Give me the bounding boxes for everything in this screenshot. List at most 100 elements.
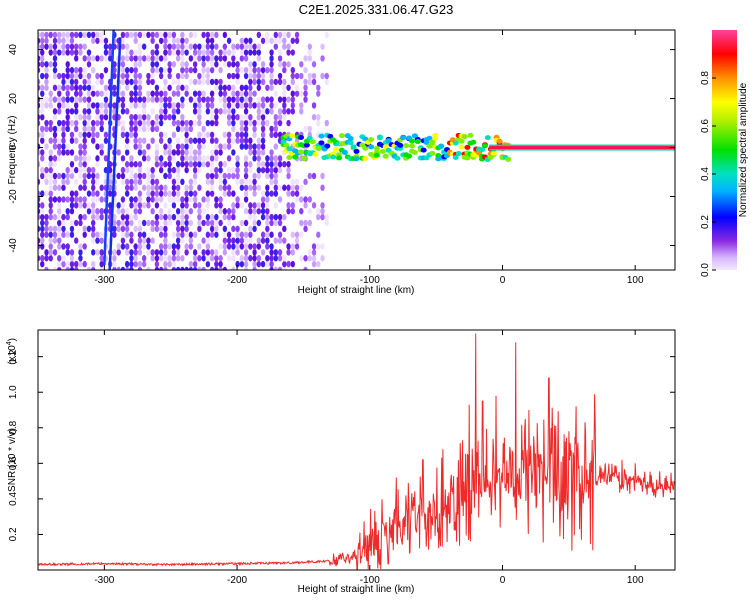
spectrogram-cell bbox=[78, 149, 83, 156]
spectrogram-cell bbox=[192, 249, 198, 256]
spectrogram-cell bbox=[362, 155, 369, 161]
spectrogram-cell bbox=[205, 172, 211, 180]
spectrogram-cell bbox=[290, 102, 295, 109]
spectrogram-cell bbox=[260, 113, 266, 121]
spectrogram-cell bbox=[158, 255, 164, 262]
spectrogram-cell bbox=[273, 202, 279, 209]
spectrogram-cell bbox=[52, 61, 58, 68]
spectrogram-cell bbox=[180, 202, 185, 209]
spectrogram-cell bbox=[239, 119, 245, 127]
spectrogram-y-tick-label: 0 bbox=[8, 144, 19, 150]
spectrogram-cell bbox=[65, 43, 70, 50]
spectrogram-cell bbox=[116, 266, 121, 270]
spectrogram-cell bbox=[248, 184, 253, 191]
spectrogram-cell bbox=[243, 43, 249, 50]
spectrogram-cell bbox=[74, 108, 79, 115]
spectrogram-cell bbox=[124, 31, 130, 39]
spectrogram-cell bbox=[141, 108, 147, 115]
spectrogram-cell bbox=[163, 260, 168, 268]
spectrogram-cell bbox=[282, 255, 287, 262]
spectrogram-cell bbox=[320, 43, 325, 50]
spectrogram-cell bbox=[239, 260, 245, 268]
spectrogram-cell bbox=[82, 213, 87, 221]
spectrogram-cell bbox=[265, 184, 270, 191]
spectrogram-cell bbox=[52, 249, 58, 256]
spectrogram-cell bbox=[464, 144, 471, 150]
spectrogram-cell bbox=[209, 61, 215, 68]
spectrogram-cell bbox=[192, 90, 198, 97]
spectrogram-cell bbox=[95, 190, 100, 197]
spectrogram-cell bbox=[180, 237, 185, 244]
spectrogram-cell bbox=[44, 72, 49, 80]
spectrogram-cell bbox=[239, 55, 245, 62]
spectrogram-cell bbox=[260, 237, 266, 244]
spectrogram-cell bbox=[112, 108, 117, 115]
spectrogram-cell bbox=[78, 66, 83, 74]
spectrogram-cell bbox=[40, 155, 45, 162]
spectrogram-cell bbox=[129, 55, 134, 62]
spectrogram-cell bbox=[188, 125, 194, 133]
spectrogram-cell bbox=[188, 96, 194, 103]
spectrogram-cell bbox=[218, 161, 223, 168]
spectrogram-cell bbox=[260, 208, 266, 215]
spectrogram-cell bbox=[137, 196, 143, 203]
spectrogram-cell bbox=[239, 178, 245, 186]
spectrogram-cell bbox=[218, 55, 223, 62]
spectrogram-cell bbox=[394, 155, 401, 161]
spectrogram-cell bbox=[52, 178, 58, 186]
spectrogram-cell bbox=[205, 178, 211, 186]
spectrogram-cell bbox=[184, 155, 189, 162]
spectrogram-cell bbox=[248, 202, 253, 209]
spectrogram-cell bbox=[188, 43, 194, 50]
spectrogram-cell bbox=[286, 249, 291, 256]
spectrogram-cell bbox=[256, 96, 262, 103]
spectrogram-cell bbox=[133, 119, 138, 127]
spectrogram-cell bbox=[44, 43, 49, 50]
spectrogram-cell bbox=[103, 49, 109, 56]
spectrogram-cell bbox=[277, 119, 283, 127]
spectrogram-cell bbox=[52, 225, 58, 233]
spectrogram-cell bbox=[91, 119, 96, 127]
spectrogram-cell bbox=[180, 213, 185, 221]
spectrogram-cell bbox=[218, 178, 223, 186]
spectrogram-cell bbox=[239, 143, 245, 150]
spectrogram-cell bbox=[252, 78, 257, 86]
spectrogram-cell bbox=[124, 131, 130, 139]
spectrogram-cell bbox=[226, 119, 232, 127]
spectrogram-cell bbox=[91, 102, 96, 109]
spectrogram-cell bbox=[52, 72, 58, 80]
spectrogram-cell bbox=[154, 90, 160, 97]
spectrogram-cell bbox=[146, 31, 151, 39]
spectrogram-carrier-line bbox=[489, 146, 675, 150]
spectrogram-cell bbox=[243, 90, 249, 97]
spectrogram-cell bbox=[252, 190, 257, 197]
spectrogram-cell bbox=[40, 219, 45, 227]
spectrogram-cell bbox=[252, 102, 257, 109]
spectrogram-cell bbox=[137, 190, 143, 197]
spectrogram-cell bbox=[209, 66, 215, 74]
spectrogram-cell bbox=[282, 266, 287, 270]
spectrogram-cell bbox=[133, 113, 138, 121]
spectrogram-cell bbox=[282, 161, 287, 168]
colorbar-tick-label: 0.2 bbox=[700, 215, 711, 229]
spectrogram-cell bbox=[167, 208, 172, 215]
colorbar-tick-label: 0.6 bbox=[700, 119, 711, 133]
spectrogram-cell bbox=[52, 143, 58, 150]
spectrogram-cell bbox=[324, 72, 329, 80]
spectrogram-cell bbox=[171, 249, 177, 256]
spectrogram-cell bbox=[400, 135, 407, 141]
spectrogram-cell bbox=[188, 260, 194, 268]
spectrogram-cell bbox=[303, 90, 308, 97]
spectrogram-cell bbox=[265, 225, 270, 233]
spectrogram-cell bbox=[290, 208, 295, 215]
spectrogram-cell bbox=[38, 213, 41, 221]
spectrogram-cell bbox=[235, 166, 240, 174]
spectrogram-cell bbox=[256, 66, 262, 74]
spectrogram-cell bbox=[95, 78, 100, 86]
spectrogram-cell bbox=[78, 166, 83, 174]
spectrogram-cell bbox=[48, 249, 53, 256]
spectrogram-cell bbox=[137, 49, 143, 56]
spectrogram-cell bbox=[38, 178, 41, 186]
spectrogram-cell bbox=[61, 178, 66, 186]
spectrogram-cell bbox=[86, 72, 92, 80]
